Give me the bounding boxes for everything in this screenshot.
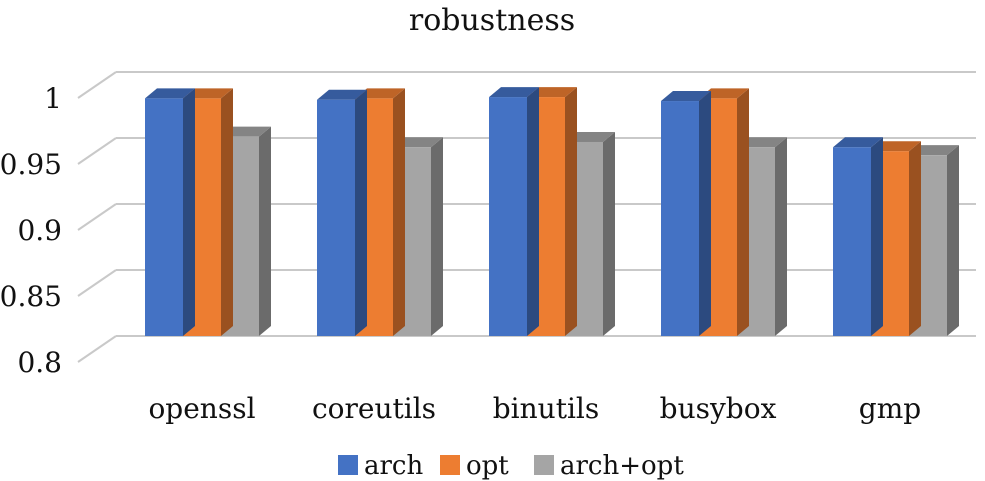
x-category-label: binutils [493, 392, 599, 425]
bar-top [355, 88, 405, 99]
x-category-label: busybox [660, 392, 777, 425]
bar-side [183, 88, 195, 337]
bar-side [431, 137, 443, 336]
legend-label: arch+opt [560, 451, 684, 481]
x-axis-categories: openssl coreutils binutils busybox gmp [148, 392, 921, 425]
bar-side [947, 145, 959, 336]
gridline-diagonal [77, 71, 117, 99]
bar-side [871, 137, 883, 336]
bar-top [317, 89, 367, 100]
bar-top [221, 126, 271, 137]
bar-top [489, 87, 539, 98]
gridline-diagonal [77, 335, 117, 363]
bar-top [661, 91, 711, 102]
bar-arch-openssl [145, 98, 183, 337]
bar-side [603, 131, 615, 336]
gridline-diagonal [77, 137, 117, 165]
y-axis-ticks: 0.8 0.85 0.9 0.95 1 [0, 82, 62, 379]
y-tick-label: 0.85 [0, 280, 62, 313]
bar-side [259, 126, 271, 337]
x-category-label: gmp [859, 392, 921, 425]
chart-title: robustness [409, 3, 575, 38]
bar-top [737, 137, 787, 148]
bar-top [527, 87, 577, 98]
bars [145, 87, 959, 337]
bar-arch-gmp [833, 147, 871, 336]
bar-top [909, 145, 959, 156]
legend-swatch-opt [440, 455, 460, 475]
bar-side [737, 88, 749, 337]
bar-arch-busybox [661, 101, 699, 336]
legend-swatch-arch [338, 455, 358, 475]
bar-top [833, 137, 883, 148]
y-tick-label: 0.9 [17, 214, 62, 247]
bar-side [393, 88, 405, 337]
gridline-diagonal [77, 203, 117, 231]
x-category-label: coreutils [312, 392, 436, 425]
y-tick-label: 0.95 [0, 148, 62, 181]
bar-top [393, 137, 443, 148]
legend-label: arch [364, 451, 423, 481]
bar-top [565, 131, 615, 142]
legend: arch opt arch+opt [338, 451, 684, 481]
bar-side [565, 87, 577, 336]
bar-arch-binutils [489, 97, 527, 336]
bar-side [775, 137, 787, 336]
bar-top [183, 88, 233, 99]
bar-top [871, 141, 921, 152]
bar-side [355, 89, 367, 336]
bar-side [527, 87, 539, 336]
y-tick-label: 0.8 [17, 346, 62, 379]
x-category-label: openssl [148, 392, 255, 425]
gridline-diagonal [77, 269, 117, 297]
bar-top [699, 88, 749, 99]
bar-top [145, 88, 195, 99]
bar-side [909, 141, 921, 336]
legend-label: opt [466, 451, 509, 481]
bar-arch-coreutils [317, 99, 355, 336]
legend-swatch-arch+opt [534, 455, 554, 475]
y-tick-label: 1 [44, 82, 62, 115]
bar-side [221, 88, 233, 337]
bar-side [699, 91, 711, 336]
